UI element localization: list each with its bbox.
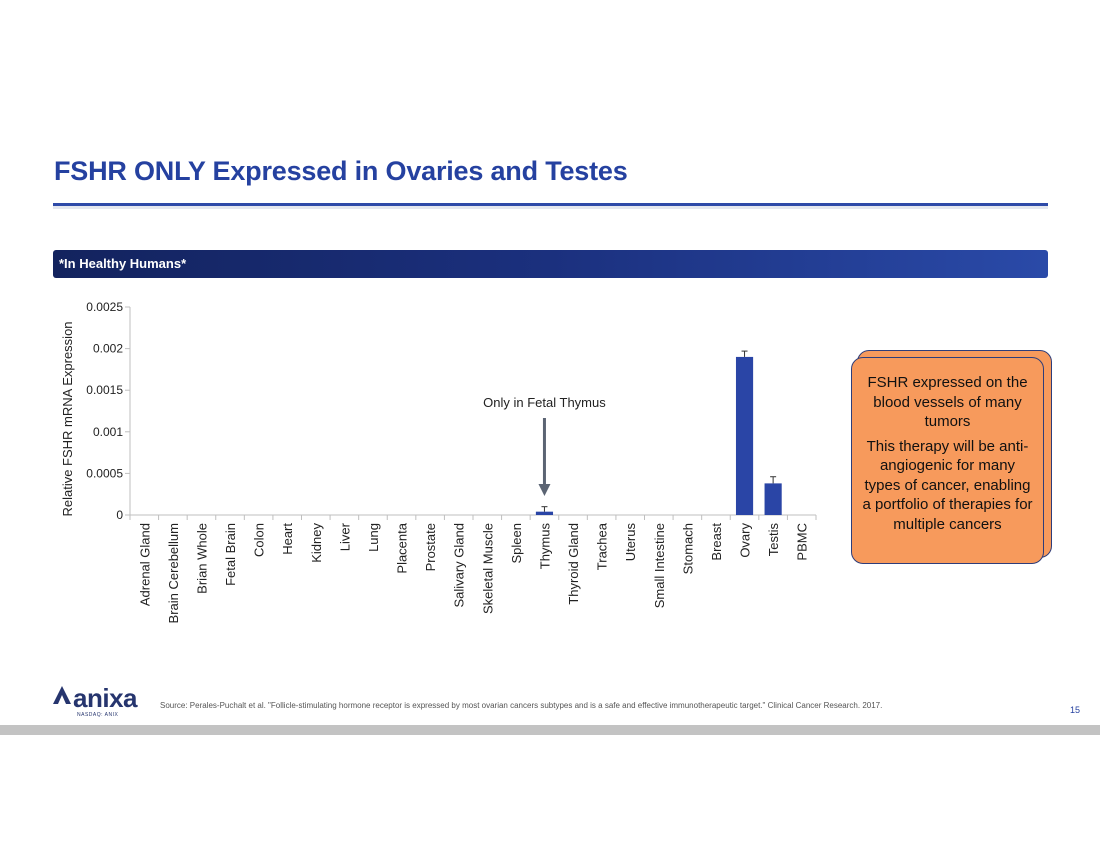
x-tick-label: Spleen — [509, 523, 524, 563]
logo-ticker: NASDAQ: ANIX — [77, 712, 119, 718]
subtitle-banner: *In Healthy Humans* — [53, 250, 1048, 278]
x-tick-label: Kidney — [309, 523, 324, 563]
annotation-arrow — [538, 418, 551, 496]
callout-box: FSHR expressed on the blood vessels of m… — [851, 357, 1044, 564]
x-tick-label: Breast — [709, 523, 724, 561]
anixa-logo-icon — [53, 686, 71, 704]
x-tick-label: Heart — [280, 523, 295, 555]
x-tick-label: Salivary Gland — [452, 523, 467, 608]
y-tick-label: 0.0025 — [86, 300, 123, 314]
x-tick-label: Brain Cerebellum — [166, 523, 181, 623]
callout-text-1: FSHR expressed on the blood vessels of m… — [867, 374, 1028, 430]
source-citation: Source: Perales-Puchalt et al. "Follicle… — [160, 701, 883, 710]
y-axis-label: Relative FSHR mRNA Expression — [60, 321, 75, 516]
x-tick-label: Thyroid Gland — [566, 523, 581, 605]
x-tick-label: Trachea — [595, 522, 610, 570]
y-tick-label: 0.001 — [93, 425, 123, 439]
x-tick-label: Placenta — [395, 522, 410, 573]
x-tick-label: Liver — [337, 522, 352, 551]
footer-bar — [0, 725, 1100, 735]
x-tick-label: Small Intestine — [652, 523, 667, 608]
x-tick-label: Adrenal Gland — [137, 523, 152, 606]
y-tick-label: 0.002 — [93, 342, 123, 356]
fshr-bar-chart: 0 0.0005 0.001 0.0015 0.002 0.0025 Adrenal Gl… — [60, 300, 817, 623]
bar-testis — [764, 483, 782, 515]
bar-ovary — [735, 356, 754, 515]
y-tick-label: 0.0005 — [86, 466, 123, 480]
title-underline — [53, 203, 1048, 206]
x-tick-label: Uterus — [623, 523, 638, 562]
x-tick-label: Brian Whole — [194, 523, 209, 594]
x-tick-label: Lung — [366, 523, 381, 552]
bar-thymus — [535, 511, 554, 515]
x-tick-label: Stomach — [680, 523, 695, 574]
title-underline-shadow — [53, 206, 1048, 209]
page-number: 15 — [1070, 705, 1081, 715]
annotation-label: Only in Fetal Thymus — [483, 395, 606, 410]
x-tick-label: Thymus — [537, 523, 552, 570]
x-tick-label: PBMC — [795, 523, 810, 561]
x-tick-label: Prostate — [423, 523, 438, 571]
y-tick-label: 0 — [116, 508, 123, 522]
x-tick-label: Fetal Brain — [223, 523, 238, 586]
x-tick-label: Skeletal Muscle — [480, 523, 495, 614]
logo-wordmark: anixa — [73, 683, 138, 713]
slide-title: FSHR ONLY Expressed in Ovaries and Teste… — [54, 156, 628, 186]
x-tick-label: Testis — [766, 523, 781, 557]
callout-text-2: This therapy will be anti-angiogenic for… — [862, 437, 1033, 533]
x-tick-label: Colon — [252, 523, 267, 557]
x-tick-label: Ovary — [738, 523, 753, 558]
y-tick-label: 0.0015 — [86, 383, 123, 397]
